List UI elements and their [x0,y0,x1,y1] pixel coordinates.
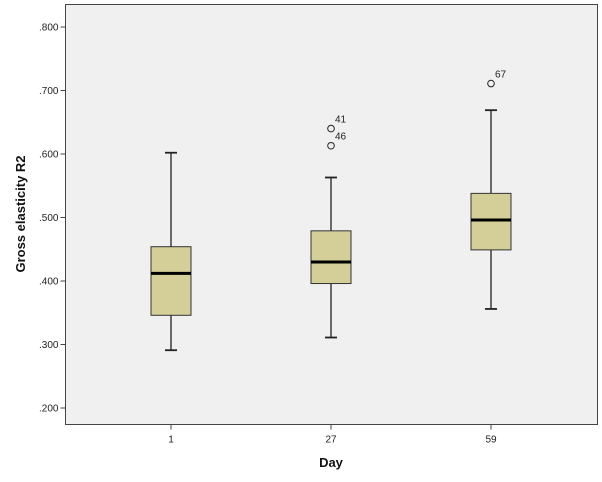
box-1 [150,151,192,352]
x-axis: 1 27 59 [168,424,497,446]
box-59: 67 [470,70,512,310]
y-tick-label: .800 [39,23,59,34]
y-axis: .200 .300 .400 .500 .600 .700 .800 [39,23,66,415]
y-tick-label: .600 [39,150,59,161]
iqr-box [310,230,352,285]
x-tick-label: 27 [325,435,337,446]
outlier-label: 46 [335,132,347,143]
x-tick-label: 59 [485,435,497,446]
x-tick-label: 1 [168,435,174,446]
y-tick-label: .400 [39,277,59,288]
y-tick-label: .500 [39,213,59,224]
outlier-label: 67 [495,70,507,81]
iqr-box [470,192,512,251]
outlier-label: 41 [335,115,347,126]
y-tick-label: .700 [39,86,59,97]
outlier-point [327,141,335,150]
y-tick-label: .300 [39,340,59,351]
y-tick-label: .200 [39,404,59,415]
outlier-point [487,79,495,88]
outlier-point [327,124,335,133]
iqr-box [150,246,192,316]
y-axis-title: Gross elasticity R2 [13,155,28,272]
boxes: 41 46 67 [150,70,512,352]
x-axis-title: Day [319,455,344,470]
box-27: 41 46 [310,115,352,339]
